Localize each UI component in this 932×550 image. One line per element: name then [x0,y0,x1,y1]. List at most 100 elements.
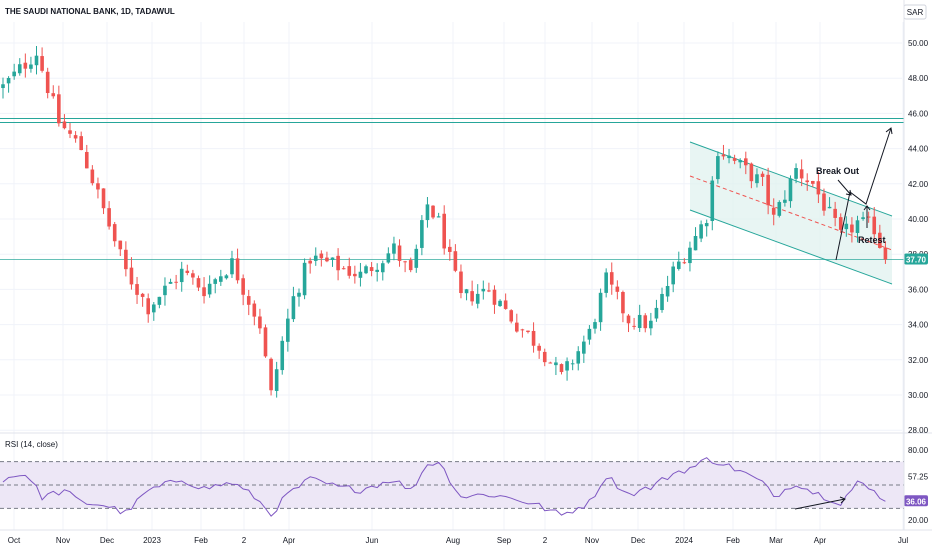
candle [252,300,257,326]
candle [704,219,709,237]
price-tick-label: 50.00 [908,39,929,48]
rsi-tick-label: 20.00 [908,516,929,525]
candle [313,247,318,266]
candle [878,224,882,249]
candle [788,175,793,208]
rsi-panel [0,432,932,517]
candle [816,171,821,204]
candle [637,304,642,332]
candle [185,264,190,276]
candle [79,131,83,151]
grid-lines [0,22,904,530]
candle [626,314,631,333]
candle [883,241,888,264]
candle [291,286,296,322]
rsi-line [2,457,886,517]
candle [241,274,245,306]
candle [498,299,502,307]
candle [135,276,139,304]
candle [582,335,586,363]
candle [319,250,324,267]
price-tick-label: 28.00 [908,426,929,435]
candle [408,257,413,273]
candle [632,317,636,330]
candle [246,289,251,316]
candle [844,216,849,237]
price-tick-label: 46.00 [908,109,929,118]
time-tick-label: Nov [56,536,70,545]
candle [732,154,737,165]
price-tick-label: 32.00 [908,356,929,365]
candle [699,220,703,243]
candle [207,275,212,298]
candle [827,197,832,209]
rsi-value-label: 36.06 [906,497,927,506]
candle [838,213,843,233]
candle [777,200,782,218]
candle [230,250,234,279]
candle [34,45,39,75]
candle [157,296,162,309]
candle [771,198,776,226]
candle [308,257,312,274]
candle [554,356,558,376]
candle [112,221,117,247]
candle [168,278,173,284]
candle [380,260,385,281]
candle [118,240,123,257]
currency-button[interactable]: SAR [903,4,927,20]
candle [609,262,614,295]
candle [565,357,569,381]
candle [124,241,128,277]
candle [615,280,620,300]
candle [604,268,608,298]
candle [576,346,581,371]
candle [833,201,837,227]
candle [302,258,307,300]
candle [263,324,268,358]
candle [559,363,564,375]
candle [235,248,240,284]
candle [174,274,178,290]
candle [693,227,698,251]
candle [1,77,5,99]
candle [213,277,218,294]
price-axis[interactable]: 50.0048.0046.0044.0042.0040.0038.0036.00… [908,39,929,435]
candle [286,308,290,352]
projection-arrows [835,127,893,261]
candle [481,280,486,300]
time-tick-label: Sep [497,536,512,545]
candle [805,173,810,191]
rsi-label: RSI (14, close) [5,440,58,449]
time-tick-label: Nov [585,536,599,545]
candle [51,85,56,99]
candle [850,217,854,243]
candle [336,248,340,281]
candle [358,262,363,287]
rsi-tick-label: 80.00 [908,446,929,455]
candle [57,85,61,127]
candle [654,299,659,322]
annotation-retest: Retest [858,235,886,245]
time-tick-label: Jul [898,536,908,545]
candle [386,247,391,264]
price-tick-label: 30.00 [908,391,929,400]
candle [23,53,28,78]
time-tick-label: Oct [8,536,21,545]
price-tick-label: 36.00 [908,285,929,294]
last-price-label: 37.70 [906,255,927,264]
price-tick-label: 48.00 [908,74,929,83]
candle [341,266,346,270]
annotation-break-out: Break Out [816,166,859,176]
candle [861,211,865,221]
candle [503,293,508,310]
candle [392,236,396,261]
horizontal-levels [0,117,904,260]
candle [537,343,541,359]
candle [676,251,681,271]
candle [794,163,798,184]
candle [364,264,368,275]
candle [542,348,547,367]
